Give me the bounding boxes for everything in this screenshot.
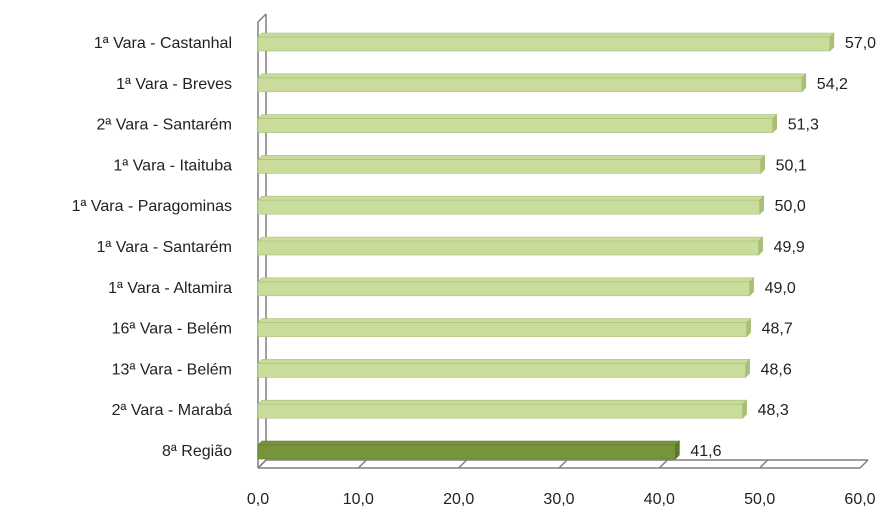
x-tick-mark: [658, 459, 668, 469]
bar-end-face: [759, 195, 764, 215]
bar-end-face: [760, 154, 765, 175]
bar-top-face: [257, 114, 778, 119]
x-tick-label: 30,0: [543, 491, 574, 508]
bar-front-face: [257, 199, 760, 215]
bar-top-face: [257, 277, 755, 283]
bar-end-face: [749, 277, 754, 297]
y-axis-top-edge: [257, 13, 267, 23]
bar-top-face: [257, 73, 807, 79]
bar-front-face: [257, 240, 759, 256]
bar-front-face: [257, 118, 774, 133]
bar-end-face: [742, 399, 747, 419]
bar-top-face: [257, 195, 765, 201]
bar-end-face: [772, 113, 778, 134]
value-label: 50,1: [776, 157, 807, 174]
bar-front-face: [257, 322, 747, 337]
bar-end-face: [746, 317, 751, 338]
value-label: 51,3: [788, 117, 819, 134]
bar-front-face: [257, 77, 803, 93]
x-tick-mark: [357, 459, 367, 469]
x-tick-mark: [558, 459, 568, 469]
bar: [257, 399, 748, 419]
bar-front-face: [257, 403, 743, 419]
value-label: 49,9: [774, 239, 805, 256]
category-label: 2ª Vara - Santarém: [97, 117, 232, 134]
category-label: 1ª Vara - Santarém: [97, 239, 232, 256]
x-tick-mark: [458, 459, 468, 469]
bar: [257, 32, 835, 52]
x-tick-mark: [257, 459, 267, 469]
bar-front-face: [257, 444, 676, 460]
bar: [257, 277, 755, 297]
bar-front-face: [257, 363, 746, 378]
bar-front-face: [257, 281, 750, 297]
bar-top-face: [257, 359, 751, 364]
x-tick-label: 40,0: [644, 491, 675, 508]
bar-top-face: [257, 236, 764, 242]
category-label: 1ª Vara - Castanhal: [94, 35, 232, 52]
x-tick-mark: [859, 459, 869, 469]
bar-top-face: [257, 32, 835, 38]
bar: [257, 236, 764, 256]
category-label: 8ª Região: [162, 443, 232, 460]
category-label: 1ª Vara - Breves: [116, 76, 232, 93]
bar-end-face: [801, 73, 807, 93]
bar-end-face: [675, 440, 680, 460]
value-label: 48,6: [761, 361, 792, 378]
bar-top-face: [257, 440, 681, 446]
bar-top-face: [257, 155, 766, 160]
category-label: 13ª Vara - Belém: [112, 361, 232, 378]
x-tick-label: 50,0: [744, 491, 775, 508]
value-label: 57,0: [845, 35, 876, 52]
value-label: 41,6: [690, 443, 721, 460]
value-label: 48,3: [758, 402, 789, 419]
bar-front-face: [257, 159, 761, 174]
x-tick-label: 10,0: [343, 491, 374, 508]
value-labels: 57,0 54,2 51,3 50,1 50,0 49,9 49,0 48,7 48,6 48,3…: [690, 35, 876, 460]
category-label: 1ª Vara - Altamira: [108, 280, 232, 297]
x-tick-label: 0,0: [247, 491, 269, 508]
bar-front-face: [257, 36, 831, 52]
category-label: 1ª Vara - Itaituba: [113, 157, 232, 174]
x-tick-mark: [759, 459, 769, 469]
bar: [257, 113, 778, 134]
bar: [257, 358, 751, 379]
bar: [257, 73, 807, 93]
bars: [257, 32, 835, 460]
bar-top-face: [257, 318, 752, 323]
x-tick-label: 20,0: [443, 491, 474, 508]
x-tick-label: 60,0: [844, 491, 875, 508]
bar: [257, 195, 765, 215]
value-label: 49,0: [765, 280, 796, 297]
bar-end-face: [829, 32, 835, 52]
bar-end-face: [745, 358, 750, 379]
category-label: 2ª Vara - Marabá: [112, 402, 232, 419]
bar-highlight: [257, 440, 681, 460]
value-label: 50,0: [775, 198, 806, 215]
bar: [257, 154, 766, 175]
bar: [257, 317, 752, 338]
category-label: 1ª Vara - Paragominas: [72, 198, 232, 215]
value-label: 48,7: [762, 321, 793, 338]
bar-end-face: [758, 236, 763, 256]
value-label: 54,2: [817, 76, 848, 93]
x-ticks: 0,0 10,0 20,0 30,0 40,0 50,0 60,0: [247, 459, 876, 508]
category-labels: 1ª Vara - Castanhal 1ª Vara - Breves 2ª Va…: [72, 35, 232, 460]
category-label: 16ª Vara - Belém: [112, 321, 232, 338]
bar-top-face: [257, 399, 748, 405]
